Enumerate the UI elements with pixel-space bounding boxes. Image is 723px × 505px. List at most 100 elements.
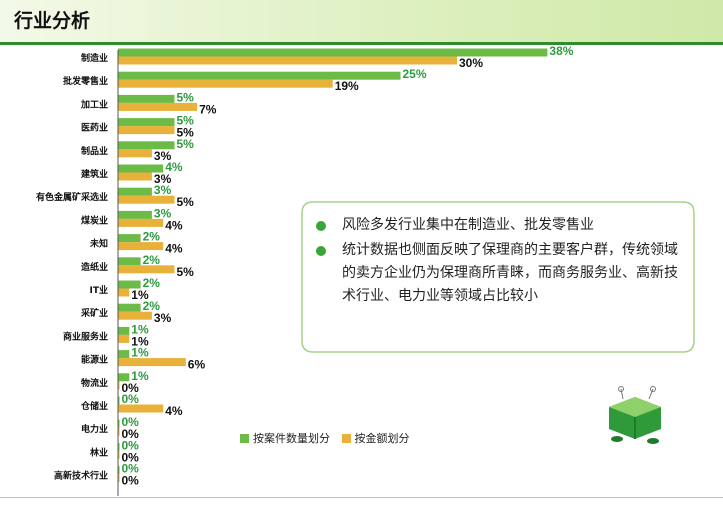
data-label-count: 2% <box>143 253 161 267</box>
category-label: 采矿业 <box>80 307 108 319</box>
bar-count <box>118 234 141 243</box>
category-label: 批发零售业 <box>63 75 108 87</box>
bar-count <box>118 48 548 57</box>
mascot-icon <box>609 386 661 444</box>
bar-amount <box>118 474 120 483</box>
data-label-count: 5% <box>177 137 195 151</box>
category-label: 制品业 <box>81 145 108 157</box>
data-label-count: 3% <box>154 183 172 197</box>
data-label-amount: 1% <box>131 288 149 302</box>
data-label-amount: 0% <box>122 381 140 395</box>
data-label-count: 3% <box>154 206 172 220</box>
bar-amount <box>118 172 152 181</box>
category-label: 商业服务业 <box>63 330 108 342</box>
data-label-count: 2% <box>143 299 161 313</box>
data-label-count: 5% <box>177 90 195 104</box>
bar-amount <box>118 427 120 436</box>
callout-box <box>301 201 695 353</box>
data-label-amount: 19% <box>335 79 359 93</box>
legend-swatch-amount <box>341 434 351 443</box>
bar-count <box>118 164 164 173</box>
bar-count <box>118 396 120 405</box>
category-label: 加工业 <box>80 98 108 110</box>
legend-item-count: 按案件数量划分 <box>240 432 330 445</box>
bar-count <box>118 280 141 289</box>
legend-item-amount: 按金额划分 <box>341 432 410 445</box>
bar-count <box>118 350 130 359</box>
bar-count <box>118 210 152 219</box>
bar-amount <box>118 334 130 343</box>
bar-amount <box>118 242 164 251</box>
page-title: 行业分析 <box>14 10 91 32</box>
footer-divider <box>0 497 723 498</box>
category-label: 未知 <box>89 238 108 250</box>
data-label-amount: 5% <box>177 126 195 140</box>
category-label: 建筑业 <box>81 168 108 180</box>
data-label-amount: 0% <box>122 474 140 488</box>
data-label-count: 0% <box>122 392 140 406</box>
bar-amount <box>118 195 175 204</box>
data-label-count: 25% <box>403 67 427 81</box>
data-label-amount: 4% <box>165 218 183 232</box>
note-item: 风险多发行业集中在制造业、批发零售业 <box>314 214 684 237</box>
header-bar: 行业分析 <box>0 0 723 42</box>
bar-count <box>118 326 130 335</box>
category-label: 有色金属矿采选业 <box>36 191 108 203</box>
bar-count <box>118 303 141 312</box>
bar-count <box>118 442 120 451</box>
data-label-amount: 4% <box>165 242 183 256</box>
data-label-count: 0% <box>122 415 140 429</box>
data-label-amount: 1% <box>131 334 149 348</box>
category-label: 物流业 <box>81 377 108 389</box>
data-label-amount: 5% <box>177 265 195 279</box>
data-label-amount: 7% <box>199 102 217 116</box>
bar-amount <box>118 265 175 274</box>
category-label: 造纸业 <box>81 261 108 273</box>
data-label-count: 1% <box>131 369 149 383</box>
data-label-count: 38% <box>549 44 573 58</box>
legend-swatch-count <box>240 434 249 443</box>
data-label-amount: 3% <box>154 149 172 163</box>
bar-count <box>118 94 175 103</box>
category-label: 煤炭业 <box>81 214 108 226</box>
bar-count <box>118 187 152 196</box>
bar-count <box>118 257 141 266</box>
category-label: 制造业 <box>81 52 108 64</box>
bar-amount <box>118 102 198 111</box>
data-label-count: 1% <box>131 322 149 336</box>
bar-amount <box>118 288 130 297</box>
bar-count <box>118 118 175 127</box>
data-label-count: 0% <box>122 438 140 452</box>
data-label-amount: 6% <box>188 358 206 372</box>
bar-amount <box>118 149 152 158</box>
category-label: 林业 <box>90 446 108 458</box>
data-label-count: 5% <box>177 114 195 128</box>
category-label: 医药业 <box>81 122 108 134</box>
data-label-count: 4% <box>165 160 183 174</box>
note-item: 统计数据也侧面反映了保理商的主要客户群，传统领域的卖方企业仍为保理商所青睐，而商… <box>314 239 684 308</box>
notes-list: 风险多发行业集中在制造业、批发零售业 统计数据也侧面反映了保理商的主要客户群，传… <box>314 214 684 310</box>
category-label: 电力业 <box>81 423 108 435</box>
bar-amount <box>118 404 164 413</box>
bar-count <box>118 141 175 150</box>
bar-count <box>118 373 130 382</box>
bar-amount <box>118 79 333 88</box>
bar-count <box>118 71 401 80</box>
data-label-amount: 4% <box>165 404 183 418</box>
bar-count <box>118 419 120 428</box>
data-label-amount: 0% <box>122 450 140 464</box>
data-label-amount: 3% <box>154 172 172 186</box>
category-label: 能源业 <box>81 354 108 366</box>
bar-amount <box>118 56 457 65</box>
category-label: 仓储业 <box>80 400 108 412</box>
data-label-amount: 5% <box>177 195 195 209</box>
bar-amount <box>118 450 120 459</box>
bar-amount <box>118 311 152 320</box>
header-underline <box>0 42 723 45</box>
bar-amount <box>118 126 175 135</box>
note-text: 风险多发行业集中在制造业、批发零售业 <box>342 217 594 233</box>
data-label-count: 0% <box>122 462 140 476</box>
legend-label-amount: 按金额划分 <box>354 432 410 445</box>
